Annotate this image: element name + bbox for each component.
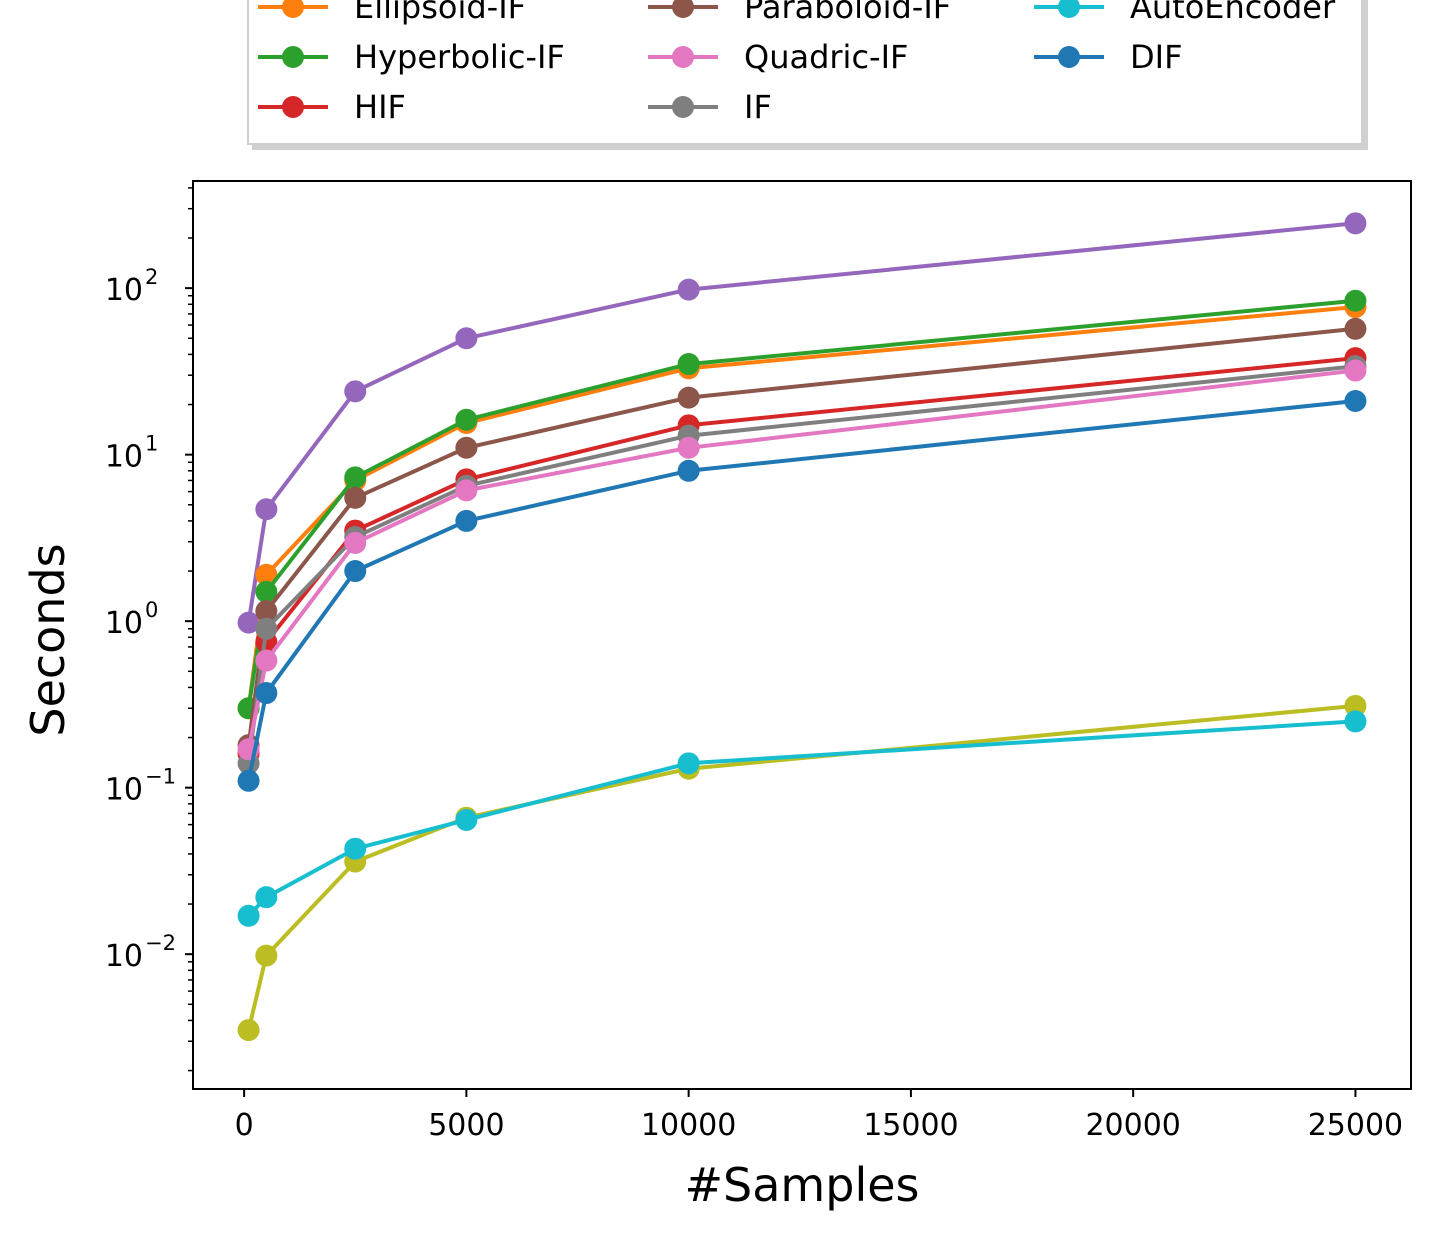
data-point — [344, 486, 367, 509]
series-line — [246, 368, 1356, 750]
legend-item: Hyperbolic-IF — [258, 38, 565, 76]
series-autoencoder — [237, 710, 1367, 927]
data-point — [344, 560, 367, 583]
data-point — [255, 617, 278, 640]
x-tick-label: 0 — [235, 1108, 254, 1143]
x-tick-label: 20000 — [1085, 1108, 1180, 1143]
data-point — [455, 808, 478, 831]
legend-label: HIF — [354, 88, 406, 126]
data-point — [344, 380, 367, 403]
y-tick-exponent: −2 — [145, 931, 176, 955]
legend-label: Ellipsoid-IF — [354, 0, 526, 26]
legend-label: Hyperbolic-IF — [354, 38, 565, 76]
data-point — [344, 531, 367, 554]
data-point — [455, 327, 478, 350]
data-point — [1344, 389, 1367, 412]
y-tick-exponent: 2 — [145, 265, 158, 289]
data-point — [455, 479, 478, 502]
legend-item: HIF — [258, 88, 406, 126]
x-axis-label: #Samples — [685, 1158, 920, 1212]
data-point — [677, 386, 700, 409]
y-tick-label: 10 — [105, 273, 143, 308]
legend-swatch-marker — [1058, 46, 1080, 68]
data-point — [1344, 212, 1367, 235]
series-line — [246, 221, 1356, 623]
legend-item: Paraboloid-IF — [648, 0, 951, 26]
legend-item: IF — [648, 88, 772, 126]
legend-swatch-marker — [282, 46, 304, 68]
data-point — [255, 944, 278, 967]
y-tick-label: 10 — [105, 606, 143, 641]
data-point — [1344, 359, 1367, 382]
y-tick-label: 10 — [105, 939, 143, 974]
x-tick-label: 10000 — [641, 1108, 736, 1143]
data-point — [255, 886, 278, 909]
y-tick-exponent: −1 — [145, 765, 176, 789]
x-axis: 0 5000 10000 15000 20000 25000 — [235, 1089, 1403, 1143]
data-point — [255, 580, 278, 603]
legend-label: DIF — [1130, 38, 1182, 76]
data-point — [1344, 317, 1367, 340]
data-point — [255, 600, 278, 623]
series-quadric-if — [237, 359, 1367, 761]
data-point — [1344, 694, 1367, 717]
legend: Ellipsoid-IF Paraboloid-IF AutoEncoder Hype… — [247, 0, 1368, 150]
x-tick-label: 25000 — [1308, 1108, 1403, 1143]
legend-item: Ellipsoid-IF — [258, 0, 526, 26]
data-point — [344, 466, 367, 489]
y-tick-exponent: 1 — [145, 432, 158, 456]
data-point — [1344, 710, 1367, 733]
data-point — [237, 611, 260, 634]
data-point — [455, 436, 478, 459]
data-point — [255, 498, 278, 521]
data-point — [344, 837, 367, 860]
data-point — [677, 436, 700, 459]
legend-label: Quadric-IF — [744, 38, 908, 76]
data-point — [455, 509, 478, 532]
data-point — [237, 904, 260, 927]
data-point — [237, 1019, 260, 1042]
legend-label: IF — [744, 88, 772, 126]
legend-label: Paraboloid-IF — [744, 0, 951, 26]
series-line — [246, 399, 1356, 782]
data-point — [677, 278, 700, 301]
data-point — [255, 563, 278, 586]
data-point — [455, 408, 478, 431]
y-axis-label: Seconds — [21, 543, 75, 736]
series-dif — [237, 389, 1367, 792]
legend-swatch-marker — [282, 96, 304, 118]
data-point — [255, 649, 278, 672]
data-point — [237, 769, 260, 792]
legend-swatch-marker — [672, 0, 694, 18]
plot-frame — [192, 180, 1412, 1090]
x-tick-label: 15000 — [863, 1108, 958, 1143]
data-point — [255, 682, 278, 705]
data-point — [677, 353, 700, 376]
legend-item: Quadric-IF — [648, 38, 908, 76]
legend-item: AutoEncoder — [1034, 0, 1336, 26]
data-point — [677, 459, 700, 482]
legend-swatch-marker — [1058, 0, 1080, 18]
legend-swatch-marker — [672, 46, 694, 68]
legend-label: AutoEncoder — [1130, 0, 1336, 26]
legend-item: DIF — [1034, 38, 1182, 76]
legend-swatch-marker — [282, 0, 304, 18]
series-unlabeled-0 — [237, 212, 1367, 634]
data-point — [1344, 289, 1367, 312]
legend-swatch-marker — [672, 96, 694, 118]
y-tick-exponent: 0 — [145, 598, 158, 622]
data-point — [677, 752, 700, 775]
series-layer — [237, 212, 1367, 1042]
y-tick-label: 10 — [105, 440, 143, 475]
y-tick-label: 10 — [105, 773, 143, 808]
x-tick-label: 5000 — [428, 1108, 504, 1143]
legend-frame — [247, 0, 1363, 145]
